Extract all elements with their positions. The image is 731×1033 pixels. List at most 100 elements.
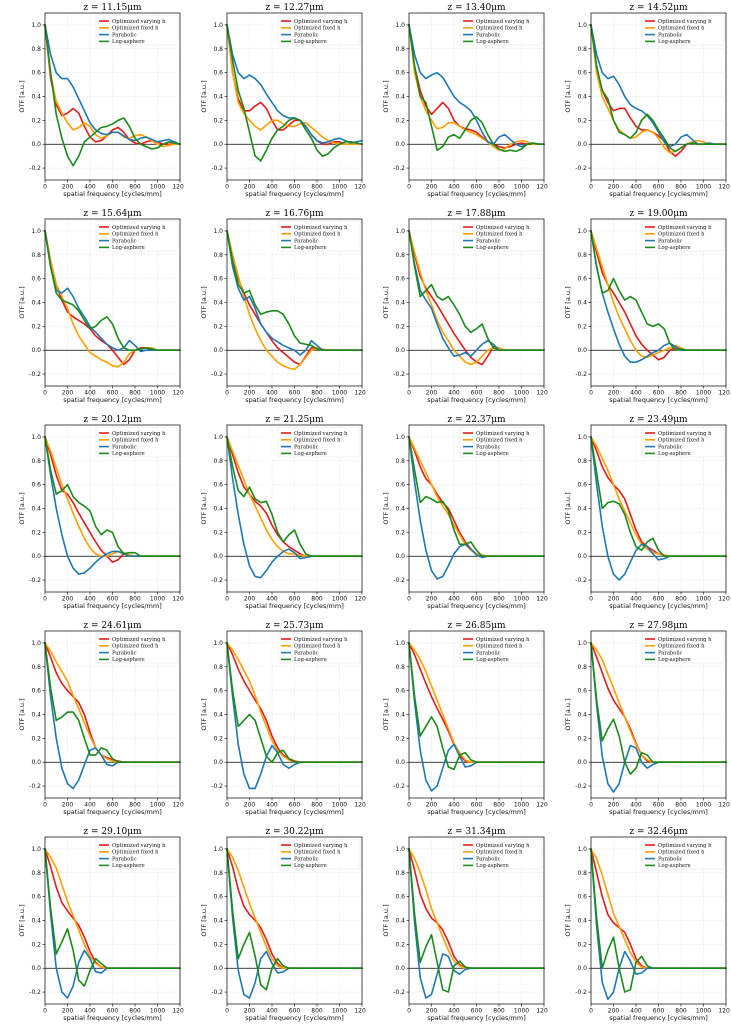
x-tick-label: 600 [653, 184, 665, 191]
legend-label: Optimized varying h [112, 431, 166, 437]
y-tick-label: 0.4 [577, 506, 587, 513]
legend-label: Optimized varying h [658, 637, 712, 643]
y-tick-label: 0.2 [395, 117, 405, 124]
y-tick-label: -0.2 [211, 165, 223, 172]
y-tick-label: 1.0 [213, 640, 223, 647]
y-tick-label: 1.0 [213, 22, 223, 29]
x-tick-label: 0 [225, 596, 229, 603]
legend-label: Parabolic [476, 444, 501, 450]
x-tick-label: 200 [62, 802, 74, 809]
x-tick-label: 800 [675, 802, 687, 809]
x-axis-label: spatial frequency [cycles/mm] [609, 1014, 707, 1022]
x-tick-label: 1200 [536, 1008, 548, 1015]
y-tick-label: 0.6 [395, 276, 405, 283]
x-tick-label: 1200 [354, 1008, 366, 1015]
y-tick-label: 0.4 [577, 300, 587, 307]
legend-label: Parabolic [294, 650, 319, 656]
y-tick-label: 0.6 [31, 70, 41, 77]
legend-label: Log-asphere [112, 657, 145, 663]
legend-label: Log-asphere [476, 657, 509, 663]
y-tick-label: -0.2 [393, 577, 405, 584]
x-tick-label: 1200 [536, 596, 548, 603]
legend-box [641, 838, 725, 870]
y-tick-label: 0.4 [395, 506, 405, 513]
otf-panel: 0 200 400 600 800 1000 1200 -0.2 0.0 0.2 0.4 0.6 0.8… [366, 206, 548, 412]
y-tick-label: 1.0 [577, 434, 587, 441]
y-tick-label: 1.0 [395, 228, 405, 235]
legend-label: Parabolic [658, 238, 683, 244]
x-tick-label: 600 [471, 596, 483, 603]
legend-label: Log-asphere [476, 245, 509, 251]
legend-box [459, 426, 543, 458]
x-tick-label: 600 [653, 802, 665, 809]
otf-panel: 0 200 400 600 800 1000 1200 -0.2 0.0 0.2 0.4 0.6 0.8… [2, 0, 184, 206]
x-tick-label: 1000 [514, 1008, 529, 1015]
y-tick-label: 0.4 [31, 506, 41, 513]
series-line [44, 848, 181, 987]
legend-box [459, 838, 543, 870]
legend-label: Optimized fixed h [294, 644, 341, 650]
legend-label: Optimized fixed h [294, 438, 341, 444]
series-line [44, 230, 181, 352]
otf-chart: 0 200 400 600 800 1000 1200 -0.2 0.0 0.2 0.4 0.6 0.8… [200, 3, 366, 198]
series-line [408, 848, 545, 993]
x-tick-label: 400 [448, 802, 460, 809]
x-tick-label: 1200 [172, 1008, 184, 1015]
legend-box [95, 838, 179, 870]
series-line [226, 24, 363, 162]
y-tick-label: 0.0 [577, 141, 587, 148]
legend-label: Parabolic [294, 856, 319, 862]
legend-label: Parabolic [112, 32, 137, 38]
x-tick-label: 800 [675, 184, 687, 191]
legend-label: Log-asphere [658, 863, 691, 869]
series-line [44, 24, 181, 146]
x-axis-label: spatial frequency [cycles/mm] [427, 396, 525, 404]
legend-label: Optimized fixed h [112, 644, 159, 650]
otf-panel: 0 200 400 600 800 1000 1200 -0.2 0.0 0.2 0.4 0.6 0.8… [548, 824, 730, 1030]
x-tick-label: 600 [107, 1008, 119, 1015]
legend-label: Parabolic [658, 650, 683, 656]
legend-label: Log-asphere [112, 451, 145, 457]
otf-chart: 0 200 400 600 800 1000 1200 -0.2 0.0 0.2 0.4 0.6 0.8… [200, 827, 366, 1022]
otf-chart: 0 200 400 600 800 1000 1200 -0.2 0.0 0.2 0.4 0.6 0.8… [382, 827, 548, 1022]
legend-label: Optimized fixed h [476, 644, 523, 650]
chart-title: z = 13.40μm [447, 3, 506, 13]
y-tick-label: -0.2 [211, 989, 223, 996]
legend-label: Log-asphere [294, 657, 327, 663]
x-tick-label: 0 [43, 596, 47, 603]
y-tick-label: 0.2 [213, 323, 223, 330]
legend-box [277, 220, 361, 252]
y-tick-label: 0.2 [213, 735, 223, 742]
legend-label: Optimized fixed h [112, 232, 159, 238]
x-axis-label: spatial frequency [cycles/mm] [245, 396, 343, 404]
y-tick-label: 0.4 [31, 712, 41, 719]
y-tick-label: 0.8 [213, 46, 223, 53]
otf-chart: 0 200 400 600 800 1000 1200 -0.2 0.0 0.2 0.4 0.6 0.8… [18, 621, 184, 816]
y-tick-label: 0.4 [395, 918, 405, 925]
x-tick-label: 1000 [696, 802, 711, 809]
x-tick-label: 800 [129, 1008, 141, 1015]
legend-label: Optimized varying h [112, 843, 166, 849]
y-tick-label: 0.6 [577, 276, 587, 283]
x-tick-label: 800 [311, 184, 323, 191]
x-tick-label: 600 [289, 802, 301, 809]
legend-label: Optimized varying h [112, 637, 166, 643]
x-tick-label: 1000 [332, 1008, 347, 1015]
y-tick-label: 1.0 [395, 846, 405, 853]
y-tick-label: 0.4 [395, 712, 405, 719]
legend-label: Log-asphere [112, 39, 145, 45]
x-tick-label: 0 [225, 1008, 229, 1015]
legend-label: Optimized varying h [476, 19, 530, 25]
y-tick-label: 0.0 [31, 141, 41, 148]
otf-panel: 0 200 400 600 800 1000 1200 -0.2 0.0 0.2 0.4 0.6 0.8… [2, 206, 184, 412]
y-tick-label: 0.0 [31, 759, 41, 766]
x-tick-label: 800 [675, 596, 687, 603]
legend-label: Optimized fixed h [112, 26, 159, 32]
series-line [226, 230, 363, 352]
y-tick-label: 1.0 [395, 434, 405, 441]
